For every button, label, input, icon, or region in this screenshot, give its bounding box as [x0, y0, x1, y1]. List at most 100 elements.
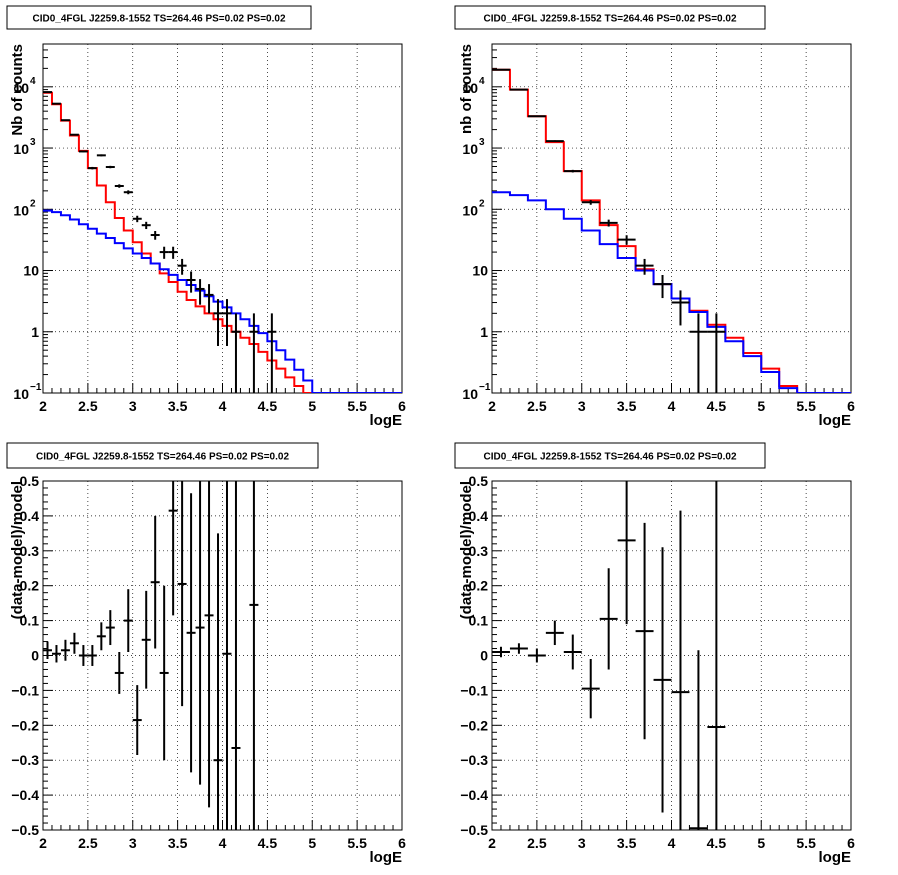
y-tick-label: 1: [31, 324, 39, 340]
y-tick-label: 0.1: [469, 613, 489, 629]
y-tick-label: 0.1: [20, 613, 40, 629]
data-point: [186, 271, 196, 293]
x-tick-label: 2.5: [78, 398, 98, 414]
data-point: [105, 165, 115, 169]
data-point: [617, 481, 636, 625]
y-tick-label: −0.4: [460, 787, 488, 803]
total-model-line: [43, 91, 402, 393]
y-tick-label: 0.2: [20, 578, 40, 594]
data-point: [222, 299, 232, 346]
y-tick-label: 10: [462, 141, 478, 157]
chart-title: CID0_4FGL J2259.8-1552 TS=264.46 PS=0.02…: [483, 14, 736, 25]
data-point: [51, 645, 61, 663]
data-point: [195, 279, 205, 305]
chart-title-box: [6, 5, 312, 30]
x-tick-label: 6: [847, 835, 855, 851]
data-point: [581, 200, 600, 205]
x-tick-label: 2: [488, 398, 496, 414]
data-point: [87, 166, 97, 170]
y-tick-label: 10: [472, 263, 488, 279]
data-point: [204, 284, 214, 314]
data-point: [545, 140, 564, 143]
data-point: [617, 235, 636, 245]
chart-pad-4: CID0_4FGL J2259.8-1552 TS=264.46 PS=0.02…: [454, 442, 855, 866]
data-point: [231, 313, 241, 393]
x-axis-title: logE: [370, 849, 403, 866]
data-point: [150, 515, 160, 649]
y-tick-label: −0.3: [460, 752, 488, 768]
data-point: [132, 685, 142, 755]
y-tick-label: 0: [31, 648, 39, 664]
data-point: [123, 190, 133, 195]
data-point: [563, 169, 582, 173]
x-axis-title: logE: [819, 849, 852, 866]
data-point: [599, 219, 618, 227]
y-tick-exponent: 2: [30, 198, 36, 209]
y-tick-label: −0.4: [11, 787, 39, 803]
chart-pad-3: CID0_4FGL J2259.8-1552 TS=264.46 PS=0.02…: [6, 442, 406, 866]
y-axis-title: (data-model)/model: [458, 481, 475, 619]
data-point: [96, 154, 106, 157]
y-tick-exponent: 2: [479, 198, 485, 209]
data-point: [707, 313, 726, 393]
series-group: [43, 91, 402, 393]
data-point: [213, 299, 223, 346]
y-tick-label: −0.2: [11, 717, 39, 733]
x-axis-title: logE: [370, 412, 403, 429]
x-tick-label: 4.5: [258, 398, 278, 414]
chart-title: CID0_4FGL J2259.8-1552 TS=264.46 PS=0.02…: [36, 452, 289, 463]
x-tick-label: 6: [398, 398, 406, 414]
y-tick-label: 0.5: [469, 473, 489, 489]
data-point: [249, 481, 259, 830]
y-tick-label: 1: [480, 324, 488, 340]
y-tick-label: 10: [23, 263, 39, 279]
data-point: [545, 620, 564, 646]
data-point: [231, 481, 241, 830]
data-point: [689, 313, 708, 393]
data-point: [69, 632, 79, 654]
data-point: [581, 658, 600, 719]
x-tick-label: 3.5: [168, 835, 188, 851]
data-point: [267, 313, 277, 393]
data-point: [114, 652, 124, 694]
y-tick-label: 0.3: [20, 543, 40, 559]
data-point: [69, 133, 79, 136]
y-tick-label: 10: [13, 386, 29, 402]
data-point: [635, 258, 654, 275]
x-tick-label: 6: [398, 835, 406, 851]
y-tick-label: 0.5: [20, 473, 40, 489]
x-tick-label: 2.5: [527, 398, 547, 414]
data-point: [635, 522, 654, 740]
data-point: [177, 258, 187, 275]
x-tick-label: 4: [219, 835, 227, 851]
chart-title-box: [6, 442, 319, 469]
x-tick-label: 3.5: [168, 398, 188, 414]
data-point: [43, 641, 52, 659]
x-tick-label: 5.5: [796, 835, 816, 851]
y-tick-exponent: 4: [479, 76, 485, 87]
chart-title: CID0_4FGL J2259.8-1552 TS=264.46 PS=0.02…: [32, 14, 285, 25]
x-tick-label: 4: [219, 398, 227, 414]
x-tick-label: 3.5: [617, 835, 637, 851]
data-point: [123, 589, 133, 653]
x-tick-label: 5: [757, 398, 765, 414]
data-point: [671, 290, 690, 326]
chart-pad-2: CID0_4FGL J2259.8-1552 TS=264.46 PS=0.02…: [454, 5, 855, 429]
data-point: [78, 150, 88, 153]
data-point: [159, 246, 169, 259]
y-tick-label: −0.3: [11, 752, 39, 768]
x-tick-label: 3: [578, 398, 586, 414]
data-point: [249, 313, 259, 393]
data-point: [105, 610, 115, 646]
y-tick-label: 0: [480, 648, 488, 664]
data-point: [132, 215, 142, 223]
x-tick-label: 3: [129, 835, 137, 851]
data-point: [60, 119, 70, 122]
x-tick-label: 5.5: [347, 398, 367, 414]
y-tick-label: 0.2: [469, 578, 489, 594]
data-point: [563, 634, 582, 670]
x-tick-label: 4.5: [707, 835, 727, 851]
data-point: [653, 275, 672, 299]
y-tick-label: 10: [13, 202, 29, 218]
